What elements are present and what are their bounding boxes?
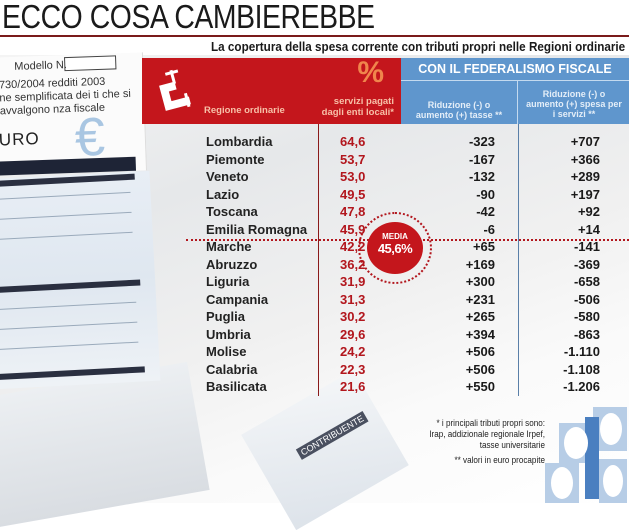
table-row: Campania 31,3 +231 -506 xyxy=(0,291,629,309)
tax-value: +506 xyxy=(465,361,495,377)
column-header-spend: Riduzione (-) o aumento (+) spesa per i … xyxy=(526,88,622,119)
spend-value: -658 xyxy=(573,274,600,289)
footnote-valori: ** valori in euro procapite xyxy=(454,455,545,465)
title-divider xyxy=(0,35,629,37)
clamp-icon xyxy=(159,69,191,111)
pct-value: 29,6 xyxy=(340,326,366,342)
spend-value: -1.108 xyxy=(563,361,600,377)
publisher-logo-icon xyxy=(545,407,627,503)
average-value: 45,6% xyxy=(377,241,413,256)
average-label: MEDIA xyxy=(382,232,408,241)
pct-value: 49,5 xyxy=(340,186,366,202)
page-title: ECCO COSA CAMBIEREBBE xyxy=(2,0,375,35)
tax-value: +265 xyxy=(465,309,495,324)
spend-value: -1.110 xyxy=(563,344,600,359)
form-description: ne semplificata dei ti che si avvalgono … xyxy=(0,87,131,118)
spend-value: -141 xyxy=(573,239,600,254)
pct-value: 53,0 xyxy=(340,169,366,184)
group-header-federalismo: CON IL FEDERALISMO FISCALE xyxy=(401,58,629,81)
table-row: Abruzzo 36,2 +169 -369 xyxy=(0,256,629,274)
pct-value: 53,7 xyxy=(340,151,366,167)
footnote-tributi: * i principali tributi propri sono: Irap… xyxy=(429,418,545,450)
table-row: Toscana 47,8 -42 +92 xyxy=(0,203,629,221)
region-name: Lombardia xyxy=(206,134,273,149)
pct-value: 47,8 xyxy=(340,204,366,219)
percent-symbol: % xyxy=(357,56,384,89)
tax-value: -132 xyxy=(468,169,495,184)
region-name: Umbria xyxy=(206,326,251,342)
stack-label: CONTRIBUENTE xyxy=(295,411,369,460)
tax-value: +550 xyxy=(465,379,495,394)
region-name: Molise xyxy=(206,344,247,359)
pct-value: 30,2 xyxy=(340,309,366,324)
tax-value: +300 xyxy=(465,274,495,289)
table-header-red: Regione ordinarie % servizi pagati dagli… xyxy=(142,56,401,124)
spend-value: +14 xyxy=(577,221,600,237)
column-divider-blue xyxy=(518,124,519,396)
spend-value: +289 xyxy=(570,169,600,184)
table-row: Umbria 29,6 +394 -863 xyxy=(0,326,629,344)
column-divider-red xyxy=(318,124,319,396)
modello-box xyxy=(64,55,117,72)
table-row: Basilicata 21,6 +550 -1.206 xyxy=(0,378,629,396)
table-row: Veneto 53,0 -132 +289 xyxy=(0,168,629,186)
pct-value: 31,3 xyxy=(340,291,366,307)
tax-value: +231 xyxy=(465,291,495,307)
spend-value: -506 xyxy=(573,291,600,307)
spend-value: -863 xyxy=(573,326,600,342)
region-name: Toscana xyxy=(206,204,258,219)
region-name: Lazio xyxy=(206,186,240,202)
spend-value: +366 xyxy=(570,151,600,167)
region-name: Veneto xyxy=(206,169,249,184)
spend-value: -369 xyxy=(573,256,600,272)
table-row: Molise 24,2 +506 -1.110 xyxy=(0,343,629,361)
region-name: Piemonte xyxy=(206,151,265,167)
table-row: Lazio 49,5 -90 +197 xyxy=(0,186,629,204)
tax-value: -42 xyxy=(476,204,495,219)
tax-value: -167 xyxy=(468,151,495,167)
average-ring xyxy=(358,212,432,284)
region-name: Emilia Romagna xyxy=(206,221,308,237)
tax-value: -90 xyxy=(476,186,495,202)
average-badge: MEDIA 45,6% xyxy=(367,222,423,274)
table-row: Liguria 31,9 +300 -658 xyxy=(0,273,629,291)
pct-value: 31,9 xyxy=(340,274,366,289)
region-name: Liguria xyxy=(206,274,250,289)
region-name: Marche xyxy=(206,239,252,254)
table-row: Piemonte 53,7 -167 +366 xyxy=(0,151,629,169)
pct-value: 22,3 xyxy=(340,361,366,377)
tax-value: +506 xyxy=(465,344,495,359)
tax-value: -323 xyxy=(468,134,495,149)
tax-value: +394 xyxy=(465,326,495,342)
table-row: Calabria 22,3 +506 -1.108 xyxy=(0,361,629,379)
region-name: Basilicata xyxy=(206,379,267,394)
column-header-tax: Riduzione (-) o aumento (+) tasse ** xyxy=(401,81,518,124)
subtitle: La copertura della spesa corrente con tr… xyxy=(210,39,625,54)
region-name: Campania xyxy=(206,291,269,307)
column-header-pct: servizi pagati dagli enti locali* xyxy=(321,96,394,118)
pct-value: 24,2 xyxy=(340,344,366,359)
tax-value: -6 xyxy=(483,221,495,237)
region-name: Calabria xyxy=(206,361,258,377)
column-header-region: Regione ordinarie xyxy=(204,105,285,116)
table-row: Puglia 30,2 +265 -580 xyxy=(0,308,629,326)
spend-value: -580 xyxy=(573,309,600,324)
region-name: Abruzzo xyxy=(206,256,258,272)
pct-value: 36,2 xyxy=(340,256,366,272)
spend-value: +197 xyxy=(570,186,600,202)
table-row: Emilia Romagna 45,9 -6 +14 xyxy=(0,221,629,239)
tax-value: +65 xyxy=(472,239,495,254)
pct-value: 45,9 xyxy=(340,221,366,237)
region-name: Puglia xyxy=(206,309,246,324)
pct-value: 64,6 xyxy=(340,134,366,149)
tax-value: +169 xyxy=(465,256,495,272)
pct-value: 21,6 xyxy=(340,379,366,394)
table-header-blue: CON IL FEDERALISMO FISCALE Riduzione (-)… xyxy=(401,58,629,124)
table-row: Lombardia 64,6 -323 +707 xyxy=(0,133,629,151)
spend-value: +707 xyxy=(570,134,600,149)
spend-value: +92 xyxy=(577,204,600,219)
spend-value: -1.206 xyxy=(563,379,600,394)
modello-label: Modello N. xyxy=(14,59,68,73)
